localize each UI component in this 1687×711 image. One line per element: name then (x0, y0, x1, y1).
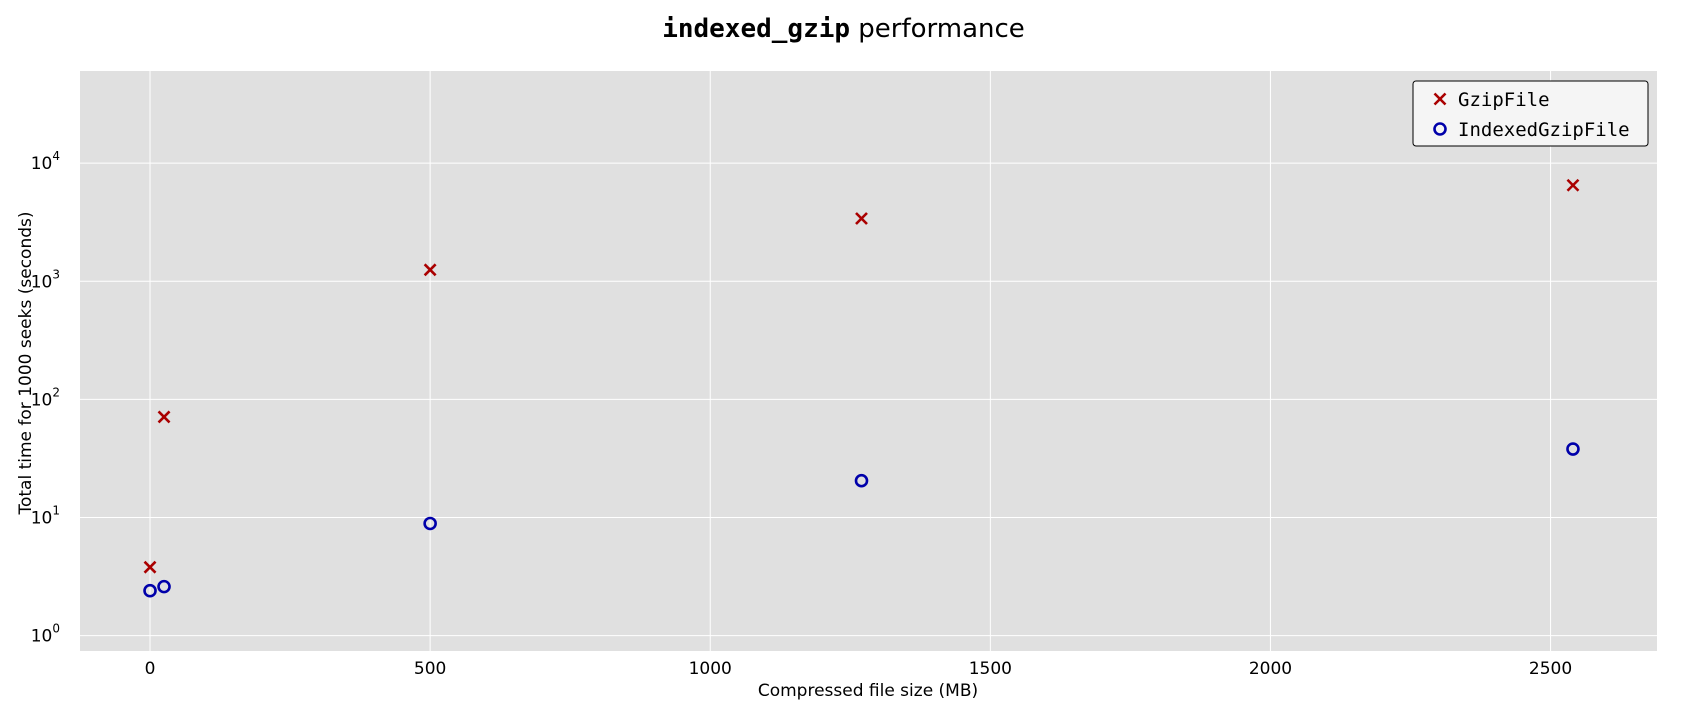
indexedgzipfile-point (157, 579, 171, 594)
chart-title-text: performance (850, 14, 1025, 44)
x-tick-label: 1500 (969, 659, 1012, 679)
y-tick-label: 103 (31, 267, 60, 292)
gzipfile-point (157, 410, 171, 424)
grid-lines (80, 71, 1657, 651)
gzipfile-point (143, 560, 157, 574)
legend-marker (1433, 92, 1447, 106)
indexedgzipfile-point (854, 473, 869, 488)
y-tick-label: 104 (31, 149, 60, 174)
legend-label: IndexedGzipFile (1458, 119, 1630, 141)
chart-title-code: indexed_gzip (662, 14, 850, 44)
y-tick-label: 100 (31, 622, 60, 647)
plot-area (80, 71, 1657, 651)
y-tick-label: 101 (31, 504, 60, 529)
data-points (143, 178, 1580, 598)
x-tick-label: 0 (145, 659, 156, 679)
gzipfile-point (423, 263, 437, 277)
y-axis-label: Total time for 1000 seeks (seconds) (16, 212, 36, 516)
legend: GzipFile IndexedGzipFile (1412, 80, 1649, 147)
x-tick-label: 1000 (689, 659, 732, 679)
x-tick-label: 500 (414, 659, 446, 679)
indexedgzipfile-point (1566, 442, 1580, 456)
legend-label: GzipFile (1458, 89, 1550, 111)
legend-marker (1433, 122, 1447, 136)
y-tick-label: 102 (31, 385, 60, 410)
x-tick-label: 2500 (1529, 659, 1572, 679)
gzipfile-point (1566, 178, 1580, 192)
x-axis-label: Compressed file size (MB) (758, 681, 978, 701)
indexedgzipfile-point (423, 516, 437, 531)
legend-box (1412, 80, 1649, 147)
y-ticks: 100 101 102 103 104 (31, 149, 60, 647)
x-ticks: 0 500 1000 1500 2000 2500 (145, 659, 1573, 679)
gzipfile-point (855, 212, 868, 225)
chart-title: indexed_gzip performance (662, 14, 1025, 44)
x-tick-label: 2000 (1249, 659, 1292, 679)
indexedgzipfile-point (143, 583, 157, 598)
